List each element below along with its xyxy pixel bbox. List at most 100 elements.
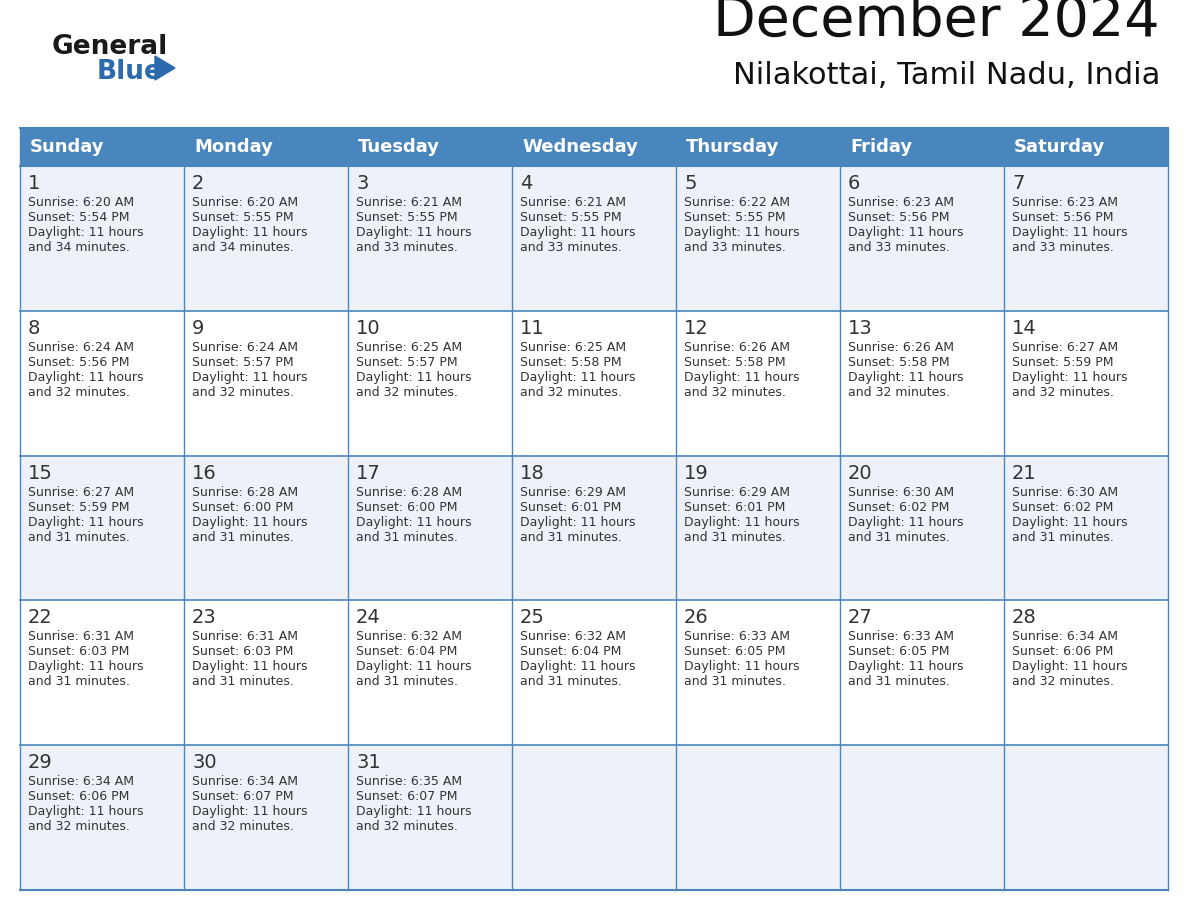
Text: and 31 minutes.: and 31 minutes. [1012, 531, 1114, 543]
Text: and 31 minutes.: and 31 minutes. [192, 676, 293, 688]
Text: Sunrise: 6:34 AM: Sunrise: 6:34 AM [1012, 631, 1118, 644]
Text: 27: 27 [848, 609, 873, 627]
Text: 9: 9 [192, 319, 204, 338]
Text: and 31 minutes.: and 31 minutes. [848, 531, 950, 543]
Text: Daylight: 11 hours: Daylight: 11 hours [520, 660, 636, 674]
Text: 22: 22 [29, 609, 52, 627]
Text: and 31 minutes.: and 31 minutes. [520, 676, 621, 688]
Text: Sunrise: 6:28 AM: Sunrise: 6:28 AM [356, 486, 462, 498]
Text: Sunrise: 6:24 AM: Sunrise: 6:24 AM [192, 341, 298, 353]
Text: Sunset: 6:01 PM: Sunset: 6:01 PM [520, 500, 621, 513]
Text: and 31 minutes.: and 31 minutes. [684, 676, 786, 688]
Text: and 32 minutes.: and 32 minutes. [356, 820, 457, 834]
Text: Daylight: 11 hours: Daylight: 11 hours [1012, 660, 1127, 674]
Text: Daylight: 11 hours: Daylight: 11 hours [684, 660, 800, 674]
Text: Sunrise: 6:27 AM: Sunrise: 6:27 AM [1012, 341, 1118, 353]
Text: Sunset: 6:01 PM: Sunset: 6:01 PM [684, 500, 785, 513]
Text: Sunset: 5:55 PM: Sunset: 5:55 PM [192, 211, 293, 224]
Text: Sunrise: 6:31 AM: Sunrise: 6:31 AM [29, 631, 134, 644]
Bar [20, 128, 1168, 166]
Text: Sunrise: 6:25 AM: Sunrise: 6:25 AM [520, 341, 626, 353]
Text: Daylight: 11 hours: Daylight: 11 hours [684, 226, 800, 239]
Text: Sunrise: 6:29 AM: Sunrise: 6:29 AM [684, 486, 790, 498]
Text: Sunrise: 6:21 AM: Sunrise: 6:21 AM [520, 196, 626, 209]
Text: Daylight: 11 hours: Daylight: 11 hours [29, 371, 144, 384]
Text: 26: 26 [684, 609, 709, 627]
Bar [20, 600, 1168, 745]
Text: Sunset: 6:07 PM: Sunset: 6:07 PM [356, 790, 457, 803]
Text: 6: 6 [848, 174, 860, 193]
Text: 24: 24 [356, 609, 380, 627]
Text: Sunrise: 6:25 AM: Sunrise: 6:25 AM [356, 341, 462, 353]
Text: Sunset: 5:54 PM: Sunset: 5:54 PM [29, 211, 129, 224]
Text: Sunset: 6:00 PM: Sunset: 6:00 PM [356, 500, 457, 513]
Text: Sunrise: 6:22 AM: Sunrise: 6:22 AM [684, 196, 790, 209]
Text: Sunrise: 6:29 AM: Sunrise: 6:29 AM [520, 486, 626, 498]
Text: 10: 10 [356, 319, 380, 338]
Text: Sunset: 5:58 PM: Sunset: 5:58 PM [520, 356, 621, 369]
Text: Sunset: 5:56 PM: Sunset: 5:56 PM [1012, 211, 1113, 224]
Text: Daylight: 11 hours: Daylight: 11 hours [29, 516, 144, 529]
Text: 23: 23 [192, 609, 216, 627]
Text: Sunset: 6:02 PM: Sunset: 6:02 PM [1012, 500, 1113, 513]
Text: Daylight: 11 hours: Daylight: 11 hours [848, 660, 963, 674]
Text: Sunrise: 6:35 AM: Sunrise: 6:35 AM [356, 775, 462, 789]
Text: Daylight: 11 hours: Daylight: 11 hours [356, 226, 472, 239]
Text: Daylight: 11 hours: Daylight: 11 hours [192, 371, 308, 384]
Bar [20, 166, 1168, 311]
Text: Sunset: 6:00 PM: Sunset: 6:00 PM [192, 500, 293, 513]
Text: Sunset: 6:04 PM: Sunset: 6:04 PM [520, 645, 621, 658]
Text: 4: 4 [520, 174, 532, 193]
Text: 21: 21 [1012, 464, 1037, 483]
Text: Sunset: 6:03 PM: Sunset: 6:03 PM [192, 645, 293, 658]
Text: Sunrise: 6:34 AM: Sunrise: 6:34 AM [192, 775, 298, 789]
Text: Daylight: 11 hours: Daylight: 11 hours [356, 371, 472, 384]
Text: 14: 14 [1012, 319, 1037, 338]
Text: Daylight: 11 hours: Daylight: 11 hours [520, 371, 636, 384]
Text: 25: 25 [520, 609, 545, 627]
Text: 28: 28 [1012, 609, 1037, 627]
Text: and 31 minutes.: and 31 minutes. [192, 531, 293, 543]
Text: Sunrise: 6:33 AM: Sunrise: 6:33 AM [848, 631, 954, 644]
Text: and 31 minutes.: and 31 minutes. [29, 676, 129, 688]
Text: Daylight: 11 hours: Daylight: 11 hours [192, 805, 308, 818]
Text: Sunrise: 6:21 AM: Sunrise: 6:21 AM [356, 196, 462, 209]
Text: 17: 17 [356, 464, 380, 483]
Text: Daylight: 11 hours: Daylight: 11 hours [192, 226, 308, 239]
Text: Daylight: 11 hours: Daylight: 11 hours [29, 660, 144, 674]
Bar [20, 455, 1168, 600]
Text: Daylight: 11 hours: Daylight: 11 hours [520, 516, 636, 529]
Text: Sunset: 5:56 PM: Sunset: 5:56 PM [848, 211, 949, 224]
Text: 29: 29 [29, 753, 52, 772]
Text: General: General [52, 34, 169, 60]
Text: and 32 minutes.: and 32 minutes. [848, 386, 950, 398]
Text: Wednesday: Wednesday [522, 138, 638, 156]
Text: and 31 minutes.: and 31 minutes. [684, 531, 786, 543]
Text: Daylight: 11 hours: Daylight: 11 hours [848, 371, 963, 384]
Text: Daylight: 11 hours: Daylight: 11 hours [29, 226, 144, 239]
Text: Nilakottai, Tamil Nadu, India: Nilakottai, Tamil Nadu, India [733, 61, 1159, 90]
Text: 7: 7 [1012, 174, 1024, 193]
Text: 16: 16 [192, 464, 216, 483]
Text: 8: 8 [29, 319, 40, 338]
Text: 2: 2 [192, 174, 204, 193]
Text: Sunset: 5:58 PM: Sunset: 5:58 PM [848, 356, 949, 369]
Text: Daylight: 11 hours: Daylight: 11 hours [29, 805, 144, 818]
Text: Sunset: 5:56 PM: Sunset: 5:56 PM [29, 356, 129, 369]
Text: and 31 minutes.: and 31 minutes. [29, 531, 129, 543]
Text: Sunset: 5:55 PM: Sunset: 5:55 PM [520, 211, 621, 224]
Text: Sunset: 5:57 PM: Sunset: 5:57 PM [356, 356, 457, 369]
Text: Thursday: Thursday [685, 138, 779, 156]
Text: Sunrise: 6:23 AM: Sunrise: 6:23 AM [1012, 196, 1118, 209]
Text: Daylight: 11 hours: Daylight: 11 hours [684, 516, 800, 529]
Text: Daylight: 11 hours: Daylight: 11 hours [356, 660, 472, 674]
Text: Sunset: 6:02 PM: Sunset: 6:02 PM [848, 500, 949, 513]
Text: and 32 minutes.: and 32 minutes. [684, 386, 786, 398]
Text: and 32 minutes.: and 32 minutes. [1012, 386, 1114, 398]
Text: and 33 minutes.: and 33 minutes. [684, 241, 786, 254]
Text: and 33 minutes.: and 33 minutes. [520, 241, 621, 254]
Text: Tuesday: Tuesday [358, 138, 440, 156]
Text: Sunset: 6:06 PM: Sunset: 6:06 PM [29, 790, 129, 803]
Text: Sunset: 5:55 PM: Sunset: 5:55 PM [684, 211, 785, 224]
Text: 13: 13 [848, 319, 873, 338]
